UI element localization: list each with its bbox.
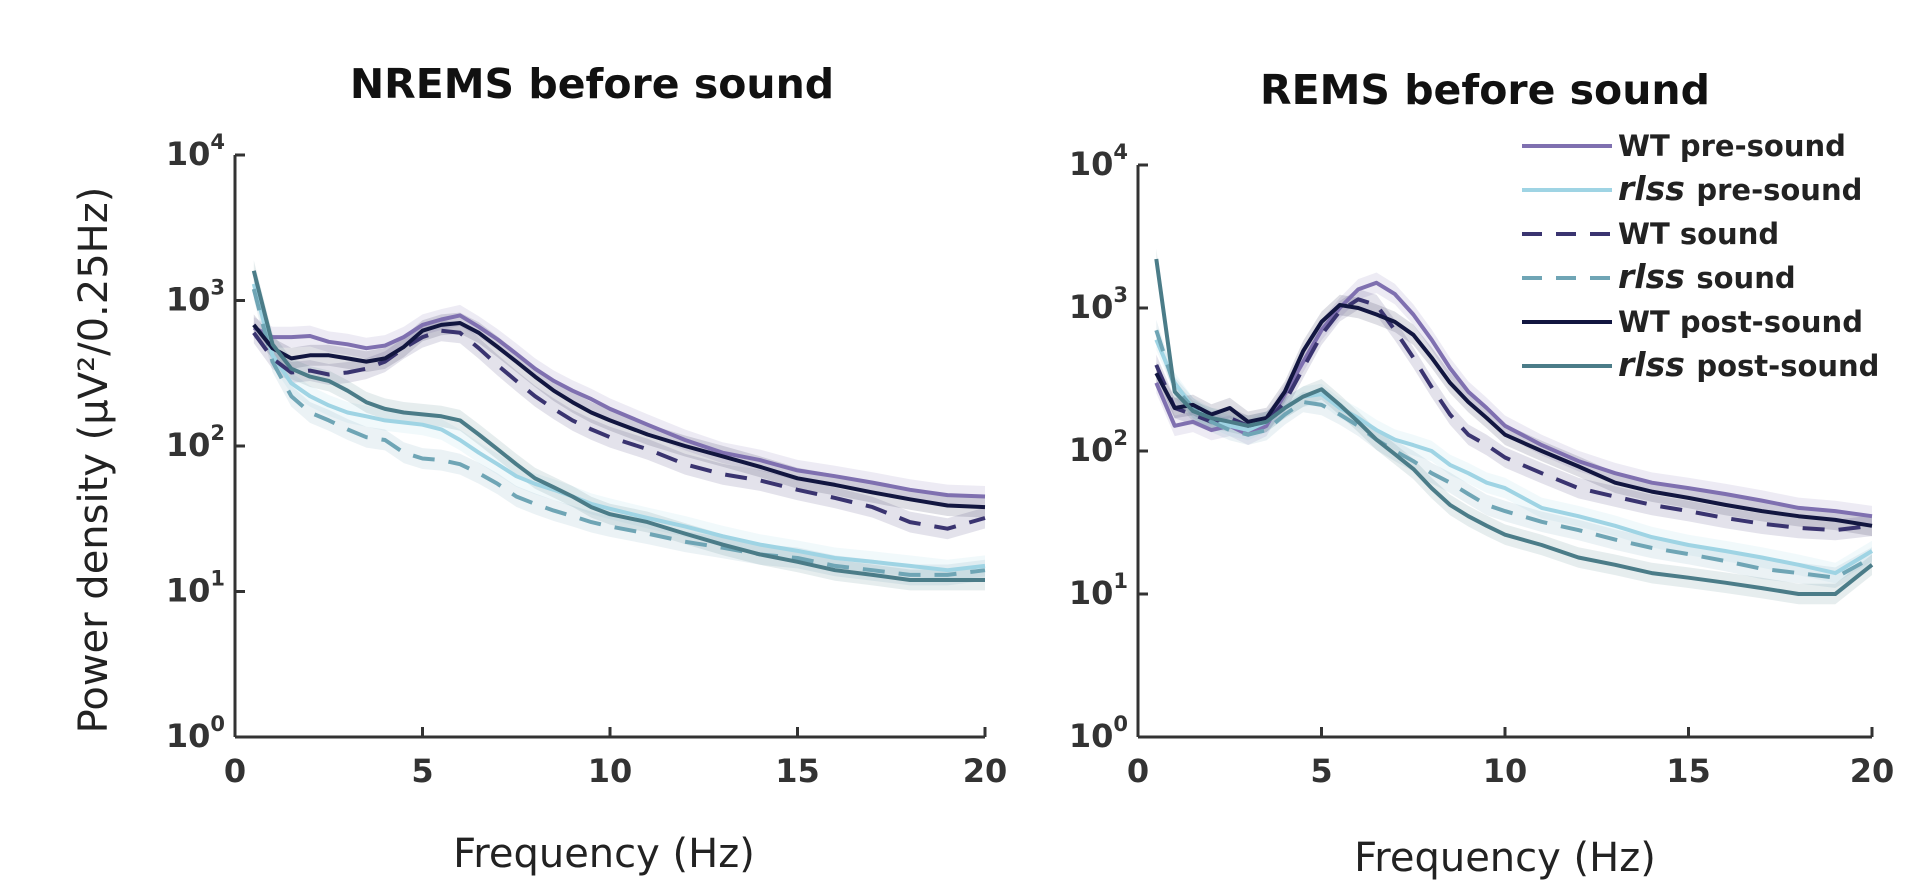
legend-label: WT post-sound [1618,305,1863,339]
y-tick-base: 10 [166,717,211,755]
y-tick-base: 10 [1069,717,1114,755]
series-line [1154,329,1873,580]
y-tick-label: 103 [166,276,225,319]
series-band [253,320,986,540]
legend-suffix: sound [1696,261,1795,295]
legend-entry: WT sound [1522,217,1779,251]
series-line [252,328,986,531]
legend-prefix: WT [1618,217,1680,251]
legend-entry: WT post-sound [1522,305,1863,339]
x-tick-label: 0 [224,752,246,790]
x-tick-label: 10 [1483,752,1528,790]
x-axis-label: Frequency (Hz) [453,831,755,877]
series-line [1154,338,1874,576]
series-line [251,270,985,582]
y-tick-exponent: 0 [1113,712,1128,736]
legend-entry: rlss sound [1522,257,1796,296]
y-tick-exponent: 1 [210,567,225,591]
y-tick-label: 102 [166,421,225,464]
x-tick-label: 15 [775,752,820,790]
x-tick-label: 20 [1850,752,1895,790]
y-tick-base: 10 [166,281,211,319]
series-band [253,304,986,507]
series-line [1154,258,1874,596]
legend-suffix: sound [1680,217,1779,251]
y-tick-base: 10 [166,572,211,610]
legend-italic: rlss [1618,169,1696,208]
series-line [251,288,986,577]
y-axis-label: Power density (µV²/0.25Hz) [71,187,117,734]
y-tick-base: 10 [166,135,211,173]
y-tick-base: 10 [1069,574,1114,612]
y-tick-label: 101 [1069,569,1128,612]
y-tick-exponent: 2 [210,421,225,445]
legend-italic: rlss [1618,345,1696,384]
x-tick-label: 0 [1127,752,1149,790]
legend-suffix: pre-sound [1696,173,1862,207]
y-tick-exponent: 2 [1113,426,1128,450]
legend-entry: WT pre-sound [1522,129,1846,163]
y-tick-base: 10 [166,426,211,464]
chart-title: NREMS before sound [350,60,834,108]
y-tick-base: 10 [1069,431,1114,469]
y-tick-label: 101 [166,567,225,610]
legend-prefix: WT [1618,305,1680,339]
series-band [253,273,986,581]
y-tick-exponent: 3 [210,276,225,300]
legend-entry: rlss pre-sound [1522,169,1862,208]
x-tick-label: 10 [588,752,633,790]
legend-label: rlss post-sound [1618,345,1879,384]
x-tick-label: 15 [1666,752,1711,790]
legend-prefix: WT [1618,129,1680,163]
x-ticks: 0 5 10 15 20 [224,727,1007,790]
series-line [251,283,986,573]
x-tick-label: 5 [411,752,433,790]
series-band [1156,248,1872,605]
y-tick-exponent: 3 [1113,283,1128,307]
y-tick-exponent: 1 [1113,569,1128,593]
legend-italic: rlss [1618,257,1696,296]
legend-suffix: post-sound [1680,305,1863,339]
legend-suffix: pre-sound [1680,129,1846,163]
series-band [253,312,986,518]
legend-suffix: post-sound [1696,349,1879,383]
y-tick-label: 104 [1069,140,1128,183]
series-band [1156,329,1872,584]
y-tick-base: 10 [1069,145,1114,183]
y-tick-label: 103 [1069,283,1128,326]
legend-entry: rlss post-sound [1522,345,1879,384]
y-tick-label: 104 [166,130,225,173]
legend-label: WT sound [1618,217,1779,251]
x-axis-label: Frequency (Hz) [1354,835,1656,881]
y-tick-exponent: 0 [210,712,225,736]
series-band [253,278,986,586]
legend-label: rlss pre-sound [1618,169,1862,208]
y-tick-exponent: 4 [210,130,225,154]
y-tick-label: 100 [166,712,225,755]
y-tick-label: 100 [1069,712,1128,755]
series-line [1154,303,1873,528]
y-tick-exponent: 4 [1113,140,1128,164]
x-tick-label: 5 [1310,752,1332,790]
series-line [252,313,986,499]
y-tick-label: 102 [1069,426,1128,469]
series-band [253,260,986,591]
plot-area [1154,248,1874,605]
series-band [1156,294,1872,537]
plot-area [251,260,986,591]
x-tick-label: 20 [963,752,1008,790]
series-band [1156,272,1872,527]
series-line [252,321,986,510]
chart-title: REMS before sound [1260,66,1710,114]
legend-label: rlss sound [1618,257,1796,296]
legend-label: WT pre-sound [1618,129,1846,163]
y-tick-base: 10 [1069,288,1114,326]
x-ticks: 0 5 10 15 20 [1127,727,1894,790]
